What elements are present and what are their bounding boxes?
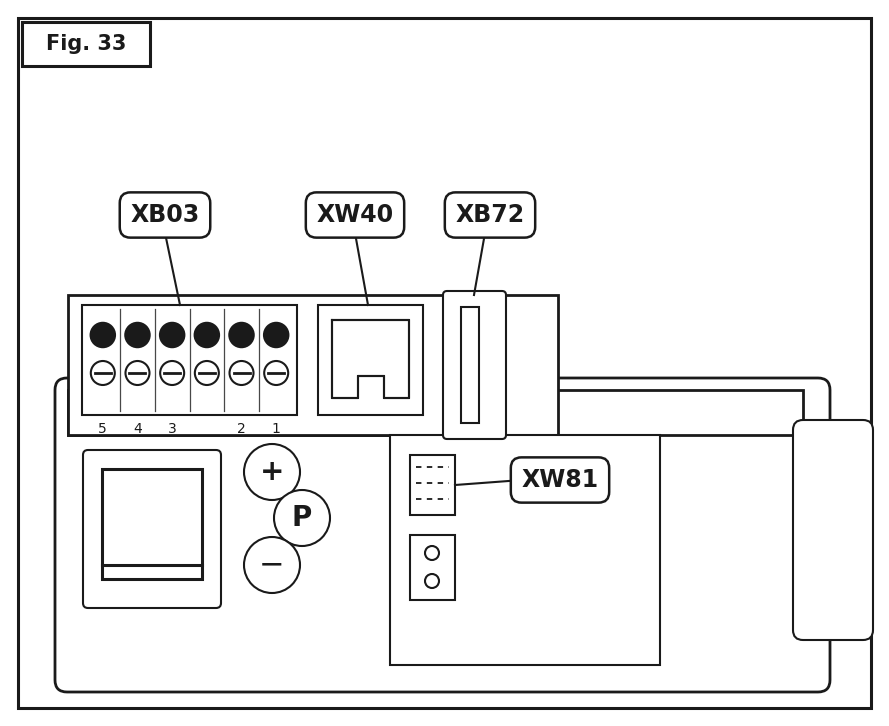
Circle shape (91, 323, 115, 347)
Circle shape (91, 361, 115, 385)
Circle shape (125, 361, 149, 385)
FancyBboxPatch shape (83, 450, 221, 608)
Text: P: P (292, 504, 312, 532)
Text: XB72: XB72 (455, 203, 525, 227)
FancyBboxPatch shape (793, 420, 873, 640)
Circle shape (274, 490, 330, 546)
Text: XW40: XW40 (316, 203, 394, 227)
Bar (461, 307, 479, 423)
Circle shape (229, 361, 253, 385)
Circle shape (195, 323, 219, 347)
Bar (102, 469, 202, 579)
Bar (22, 22, 150, 66)
Bar (410, 535, 455, 600)
Circle shape (229, 323, 253, 347)
Bar (318, 305, 423, 415)
Text: 5: 5 (99, 422, 108, 436)
Text: 1: 1 (272, 422, 281, 436)
Text: XW81: XW81 (522, 468, 598, 492)
Circle shape (244, 444, 300, 500)
Circle shape (264, 323, 288, 347)
Text: Fig. 33: Fig. 33 (46, 34, 126, 54)
Bar (82, 305, 297, 415)
Bar (410, 455, 455, 515)
Circle shape (244, 537, 300, 593)
Circle shape (160, 323, 184, 347)
FancyBboxPatch shape (443, 291, 506, 439)
Circle shape (425, 546, 439, 560)
Text: 2: 2 (237, 422, 246, 436)
Text: 3: 3 (168, 422, 177, 436)
Bar (68, 295, 558, 435)
Bar (68, 390, 803, 435)
Text: XB03: XB03 (131, 203, 200, 227)
Text: −: − (260, 550, 284, 579)
Circle shape (125, 323, 149, 347)
Circle shape (195, 361, 219, 385)
Bar (390, 435, 660, 665)
FancyBboxPatch shape (55, 378, 830, 692)
Text: 4: 4 (133, 422, 142, 436)
Polygon shape (332, 320, 409, 398)
Text: +: + (260, 458, 284, 486)
Circle shape (425, 574, 439, 588)
Circle shape (264, 361, 288, 385)
Circle shape (160, 361, 184, 385)
